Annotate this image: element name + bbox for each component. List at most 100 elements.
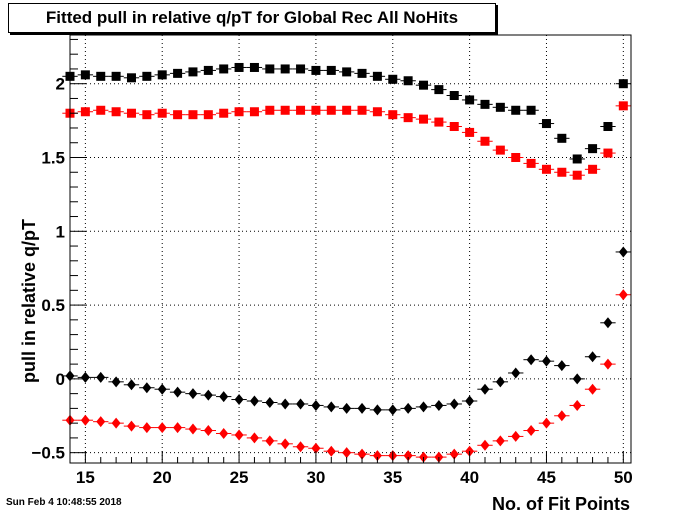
data-point bbox=[557, 167, 567, 177]
data-point bbox=[111, 71, 121, 81]
data-point bbox=[526, 425, 536, 437]
data-point bbox=[388, 110, 398, 120]
data-point bbox=[234, 107, 244, 117]
data-point bbox=[311, 442, 321, 454]
data-point bbox=[296, 64, 306, 74]
x-tick-label: 45 bbox=[537, 468, 556, 487]
data-point bbox=[588, 144, 598, 154]
data-point bbox=[434, 117, 444, 127]
series-3-diamond bbox=[62, 246, 631, 416]
data-point bbox=[342, 447, 352, 459]
data-point bbox=[219, 391, 229, 403]
data-point bbox=[526, 354, 536, 366]
data-point bbox=[326, 65, 336, 75]
data-point bbox=[465, 127, 475, 137]
data-point bbox=[234, 62, 244, 72]
data-point bbox=[342, 67, 352, 77]
data-point bbox=[511, 367, 521, 379]
data-point bbox=[249, 395, 259, 407]
data-point bbox=[419, 80, 429, 90]
data-point bbox=[495, 376, 505, 388]
data-point bbox=[126, 73, 136, 83]
data-point bbox=[541, 119, 551, 129]
y-tick-label: 1 bbox=[56, 222, 65, 241]
data-point bbox=[126, 379, 136, 391]
data-point bbox=[449, 448, 459, 460]
data-point bbox=[480, 383, 490, 395]
data-point bbox=[495, 102, 505, 112]
data-point bbox=[372, 107, 382, 117]
data-point bbox=[403, 402, 413, 414]
data-point bbox=[618, 79, 628, 89]
data-point bbox=[388, 404, 398, 416]
data-point bbox=[588, 351, 598, 363]
data-point bbox=[511, 105, 521, 115]
data-point bbox=[80, 107, 90, 117]
data-point bbox=[480, 439, 490, 451]
series-1-square bbox=[62, 62, 631, 164]
data-point bbox=[96, 105, 106, 115]
data-point bbox=[372, 404, 382, 416]
data-point bbox=[511, 430, 521, 442]
data-point bbox=[434, 399, 444, 411]
data-point bbox=[234, 429, 244, 441]
data-point bbox=[203, 425, 213, 437]
data-point bbox=[526, 105, 536, 115]
data-point bbox=[449, 398, 459, 410]
data-point bbox=[357, 448, 367, 460]
x-tick-label: 15 bbox=[76, 468, 95, 487]
data-point bbox=[111, 417, 121, 429]
data-point bbox=[296, 105, 306, 115]
x-tick-label: 40 bbox=[460, 468, 479, 487]
data-point bbox=[280, 438, 290, 450]
data-point bbox=[541, 355, 551, 367]
data-point bbox=[326, 445, 336, 457]
data-point bbox=[419, 114, 429, 124]
data-point bbox=[557, 410, 567, 422]
data-point bbox=[557, 360, 567, 372]
data-point bbox=[326, 105, 336, 115]
data-point bbox=[249, 432, 259, 444]
data-point bbox=[142, 110, 152, 120]
data-point bbox=[357, 68, 367, 78]
data-point bbox=[449, 122, 459, 132]
series-4-diamond bbox=[62, 289, 631, 463]
data-point bbox=[495, 435, 505, 447]
data-point bbox=[603, 122, 613, 132]
data-point bbox=[234, 394, 244, 406]
data-point bbox=[541, 164, 551, 174]
data-point bbox=[342, 402, 352, 414]
data-point bbox=[126, 108, 136, 118]
grid-lines bbox=[70, 35, 631, 463]
data-point bbox=[280, 398, 290, 410]
data-series bbox=[62, 62, 631, 463]
data-point bbox=[219, 64, 229, 74]
data-point bbox=[357, 105, 367, 115]
data-point bbox=[572, 399, 582, 411]
data-point bbox=[96, 71, 106, 81]
data-point bbox=[311, 105, 321, 115]
data-point bbox=[80, 414, 90, 426]
data-point bbox=[311, 399, 321, 411]
y-tick-label: 1.5 bbox=[41, 148, 65, 167]
data-point bbox=[203, 65, 213, 75]
data-point bbox=[296, 441, 306, 453]
data-point bbox=[372, 450, 382, 462]
data-point bbox=[588, 383, 598, 395]
data-point bbox=[403, 450, 413, 462]
data-point bbox=[618, 101, 628, 111]
data-point bbox=[480, 136, 490, 146]
data-point bbox=[357, 402, 367, 414]
y-tick-label: 2 bbox=[56, 75, 65, 94]
data-point bbox=[142, 71, 152, 81]
data-point bbox=[572, 170, 582, 180]
data-point bbox=[603, 317, 613, 329]
data-point bbox=[157, 383, 167, 395]
data-point bbox=[296, 398, 306, 410]
data-point bbox=[419, 401, 429, 413]
data-point bbox=[203, 389, 213, 401]
data-point bbox=[173, 386, 183, 398]
data-point bbox=[157, 422, 167, 434]
data-point bbox=[618, 246, 628, 258]
